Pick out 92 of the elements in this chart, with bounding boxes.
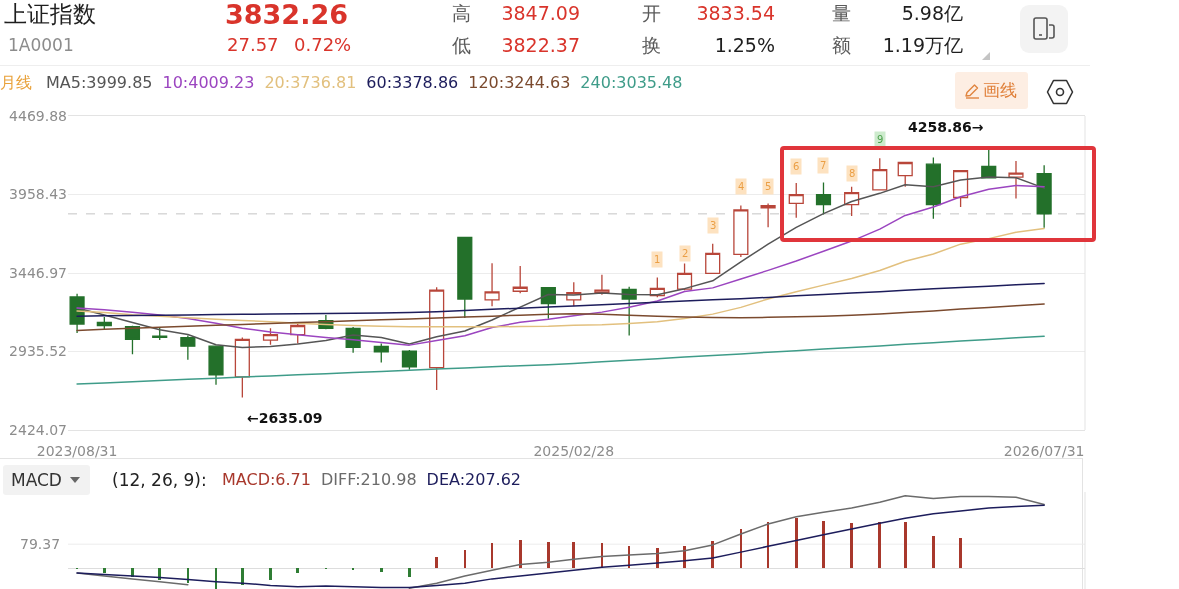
legend-title: 月线 [0, 73, 32, 92]
text: 3832.26 [225, 0, 348, 30]
text: 79.37 [20, 536, 61, 552]
annotation: 7 [820, 160, 827, 171]
text: 低 [452, 34, 471, 56]
candlestick [897, 161, 913, 188]
candlestick [484, 262, 500, 307]
bar [959, 538, 962, 569]
candlestick [733, 204, 749, 258]
text: DIFF:210.98 [320, 470, 417, 489]
bar [794, 518, 798, 569]
chart-title: MACD [11, 469, 62, 490]
annotation: 3 [710, 220, 717, 231]
x-tick-label: 2025/02/28 [533, 442, 615, 459]
text: 0.72% [294, 34, 352, 55]
text: 3822.37 [501, 34, 580, 56]
text: 3847.09 [501, 2, 580, 24]
draw-button: 画线 [955, 72, 1028, 109]
text: 1A0001 [8, 35, 74, 55]
y-tick-label: 4469.88 [9, 107, 67, 124]
x-tick-label: 2026/07/31 [1003, 442, 1085, 459]
annotation: 6 [793, 161, 800, 172]
candlestick [815, 181, 832, 216]
y-tick-label: 3958.43 [9, 186, 67, 203]
text: 27.57 [227, 34, 279, 55]
text: MACD:6.71 [222, 470, 311, 489]
text: 60:3378.86 [366, 73, 459, 92]
text: 开 [642, 2, 661, 24]
text: 换 [642, 34, 661, 56]
candlestick [234, 336, 250, 399]
annotation: 9 [877, 134, 884, 145]
text: 高 [452, 2, 471, 24]
candlestick [262, 327, 279, 346]
bar [103, 568, 106, 574]
bar [158, 568, 162, 580]
candlestick [594, 274, 610, 296]
y-tick-label: 2935.52 [9, 343, 67, 360]
annotation: 4 [738, 181, 745, 192]
annotation: ←2635.09 [247, 410, 323, 426]
annotation: 4258.86→ [908, 119, 984, 135]
bar [269, 568, 272, 580]
candlestick [373, 342, 389, 364]
text: 240:3035.48 [580, 73, 683, 92]
candlestick [401, 349, 418, 371]
text: 量 [832, 2, 851, 24]
line-series [76, 227, 1045, 328]
bar [932, 536, 935, 569]
bar [878, 521, 882, 569]
bar [850, 523, 853, 569]
y-tick-label: 3446.97 [9, 264, 67, 281]
text: DEA:207.62 [426, 470, 522, 489]
bar [379, 568, 383, 572]
dropdown: MACD [3, 465, 90, 495]
candlestick [788, 182, 804, 219]
candlestick [1008, 160, 1024, 200]
bar [903, 521, 907, 569]
text: 3833.54 [696, 2, 775, 24]
text: 5.98亿 [901, 2, 963, 24]
text: 额 [832, 34, 851, 56]
bar [296, 568, 300, 574]
candlestick [872, 157, 888, 191]
candlestick [925, 156, 941, 220]
candlestick [457, 236, 473, 319]
x-tick-label: 2023/08/31 [36, 442, 118, 459]
text: 10:4009.23 [162, 73, 255, 92]
bar [518, 539, 522, 569]
bar [822, 521, 825, 569]
candlestick [760, 202, 776, 228]
candlestick [705, 243, 721, 275]
bar [408, 568, 411, 577]
annotation: 8 [849, 168, 856, 179]
annotation: 5 [765, 181, 772, 192]
text: MA5:3999.85 [46, 73, 153, 92]
bar [547, 542, 550, 569]
text: 1.25% [714, 34, 775, 56]
candlestick [180, 334, 196, 361]
text: 120:3244.63 [468, 73, 571, 92]
chart-subtitle: (12, 26, 9): [112, 470, 207, 490]
bar [572, 542, 576, 569]
annotation: 1 [654, 254, 661, 265]
y-tick-label: 2424.07 [9, 421, 67, 438]
annotation: 2 [682, 248, 689, 259]
candlestick [512, 265, 528, 294]
candlestick [1036, 164, 1052, 229]
candlestick [208, 344, 224, 386]
bar [435, 557, 438, 569]
text: 上证指数 [4, 1, 96, 27]
line-series [76, 303, 1045, 332]
line-series [76, 335, 1045, 385]
line-series [76, 282, 1045, 317]
text: 1.19万亿 [882, 34, 963, 56]
text: 20:3736.81 [264, 73, 357, 92]
